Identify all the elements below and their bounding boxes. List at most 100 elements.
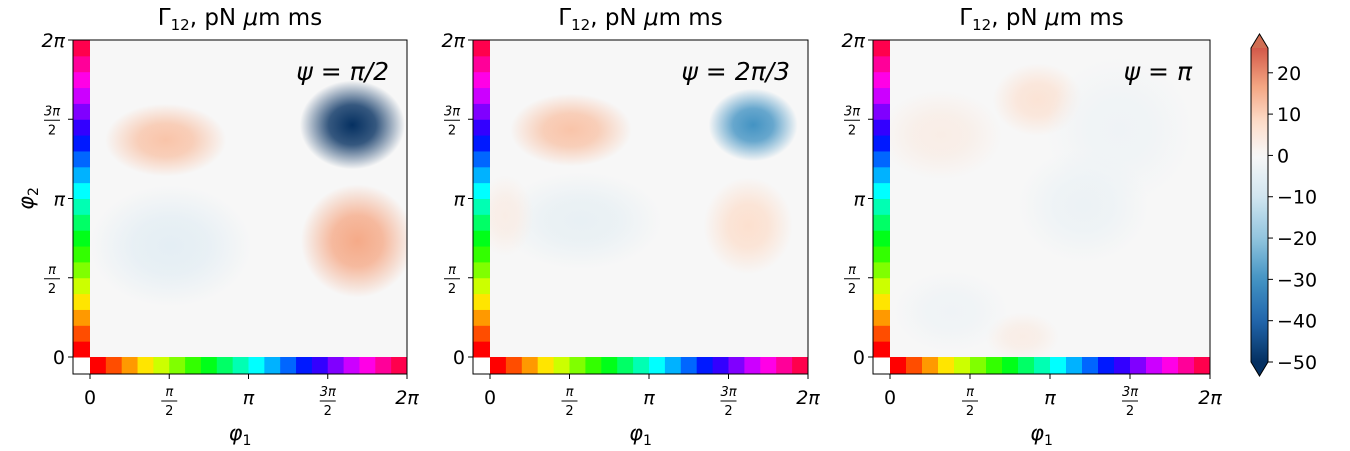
phase-strip-x-segment — [311, 357, 329, 374]
y-tick-label-numerator: π — [848, 263, 856, 278]
phase-strip-x-segment — [1050, 357, 1067, 374]
phase-strip-x-segment — [970, 357, 987, 374]
colorbar-tick-label: −20 — [1277, 228, 1317, 250]
phase-strip-x-segment — [760, 357, 777, 374]
colorbar-gradient — [1251, 48, 1268, 362]
x-tick-label-denominator: 2 — [1126, 404, 1134, 419]
phase-strip-y-segment — [73, 119, 90, 136]
x-tick-label-numerator: π — [566, 385, 574, 400]
phase-strip-y-segment — [73, 341, 90, 358]
phase-strip-y-segment — [73, 71, 90, 89]
phase-strip-x-segment — [264, 357, 281, 374]
y-tick-label: 2π — [41, 30, 65, 52]
phase-strip-x-segment — [664, 357, 682, 374]
phase-strip-x-segment — [121, 357, 139, 374]
y-tick-label-numerator: 3π — [844, 104, 860, 119]
phase-strip-x-segment — [232, 357, 249, 374]
phase-strip-y-segment — [73, 198, 90, 215]
colorbar-tick-label: −40 — [1277, 311, 1317, 333]
phase-strip-x-segment — [1178, 357, 1195, 374]
phase-strip-x-segment — [569, 357, 586, 374]
phase-strip-x-segment — [744, 357, 761, 374]
x-tick-label: 2π — [395, 387, 419, 409]
y-tick-label-denominator: 2 — [848, 123, 856, 138]
phase-strip-x-segment — [343, 357, 360, 374]
phase-strip-x-segment — [1162, 357, 1179, 374]
panel-title: Γ12, pN μm ms — [959, 5, 1123, 34]
phase-strip-y-segment — [473, 341, 490, 358]
phase-strip-y-segment — [73, 230, 90, 247]
phase-strip-y-segment — [873, 341, 890, 358]
phase-strip-x-segment — [922, 357, 939, 374]
phase-strip-y-segment — [873, 230, 890, 247]
phase-strip-x-segment — [490, 357, 507, 374]
phase-strip-y-segment — [873, 182, 890, 199]
phase-strip-y-segment — [73, 325, 90, 342]
phase-strip-y-segment — [873, 150, 890, 168]
phase-strip-x-segment — [696, 357, 714, 374]
x-tick-label-numerator: π — [165, 385, 173, 400]
colorbar-tick-label: 10 — [1277, 104, 1301, 126]
y-tick-label: π2 — [844, 263, 860, 297]
heatmap-feature — [890, 90, 1003, 180]
phase-strip-y-segment — [473, 119, 490, 136]
y-tick-label-numerator: π — [448, 263, 456, 278]
phase-strip-y-segment — [473, 293, 490, 310]
phase-strip-x-segment — [200, 357, 218, 374]
colorbar-tick-label: −10 — [1277, 187, 1317, 209]
phase-strip-x-segment — [359, 357, 376, 374]
y-tick-label-numerator: 3π — [44, 104, 60, 119]
phase-strip-y-segment — [73, 214, 90, 231]
phase-strip-x-segment — [680, 357, 698, 374]
phase-strip-y-segment — [473, 309, 490, 326]
y-tick-label: π2 — [44, 263, 60, 297]
axes-frame — [872, 39, 1211, 375]
heatmap-feature — [1018, 149, 1149, 263]
phase-strip-y-segment — [73, 246, 90, 263]
phase-strip-y-segment — [873, 309, 890, 326]
y-tick-label: 0 — [453, 347, 465, 369]
phase-strip-x-segment — [938, 357, 955, 374]
phase-strip-y-segment — [473, 277, 490, 295]
phase-strip-x-segment — [105, 357, 123, 374]
phase-strip-y-segment — [73, 103, 90, 120]
phase-strip-y-segment — [873, 71, 890, 89]
x-tick-label: 0 — [884, 387, 896, 409]
phase-strip-x-segment — [728, 357, 745, 374]
phase-strip-y-segment — [873, 103, 890, 120]
colorbar: 20 10 0 −10 −20 −30 −40 −50 — [1250, 33, 1317, 377]
x-axis-label: φ1 — [1030, 421, 1053, 449]
phase-strip-y-segment — [873, 166, 890, 184]
colorbar-extend-min — [1251, 362, 1268, 376]
phase-strip-y-segment — [473, 71, 490, 89]
x-tick-label-numerator: 3π — [320, 385, 336, 400]
panel-annotation: ψ = 2π/3 — [681, 57, 790, 86]
axes-frame — [72, 39, 408, 375]
phase-strip-x-segment — [1146, 357, 1163, 374]
colorbar-extend-max — [1251, 34, 1268, 48]
phase-strip-x-segment — [375, 357, 392, 374]
x-tick-label: 0 — [484, 387, 496, 409]
x-tick-label-denominator: 2 — [324, 404, 332, 419]
phase-strip-x-segment — [1034, 357, 1051, 374]
phase-strip-x-segment — [153, 357, 170, 374]
phase-strip-x-segment — [521, 357, 539, 374]
phase-strip-y-segment — [873, 198, 890, 215]
x-tick-label: 0 — [84, 387, 96, 409]
heatmap-feature — [894, 271, 1009, 352]
phase-strip-x-segment — [505, 357, 523, 374]
heatmap-feature — [490, 175, 534, 257]
phase-strip-y-segment — [873, 277, 890, 295]
phase-strip-x-segment — [1194, 357, 1211, 374]
x-tick-label: π2 — [561, 385, 578, 419]
panel-title: Γ12, pN μm ms — [558, 5, 722, 34]
phase-strip-x-segment — [137, 357, 154, 374]
phase-strip-y-segment — [473, 87, 490, 104]
phase-strip-x-segment — [296, 357, 313, 374]
phase-strip-y-segment — [873, 261, 890, 279]
phase-strip-x-segment — [712, 357, 729, 374]
phase-strip-y-segment — [473, 198, 490, 215]
